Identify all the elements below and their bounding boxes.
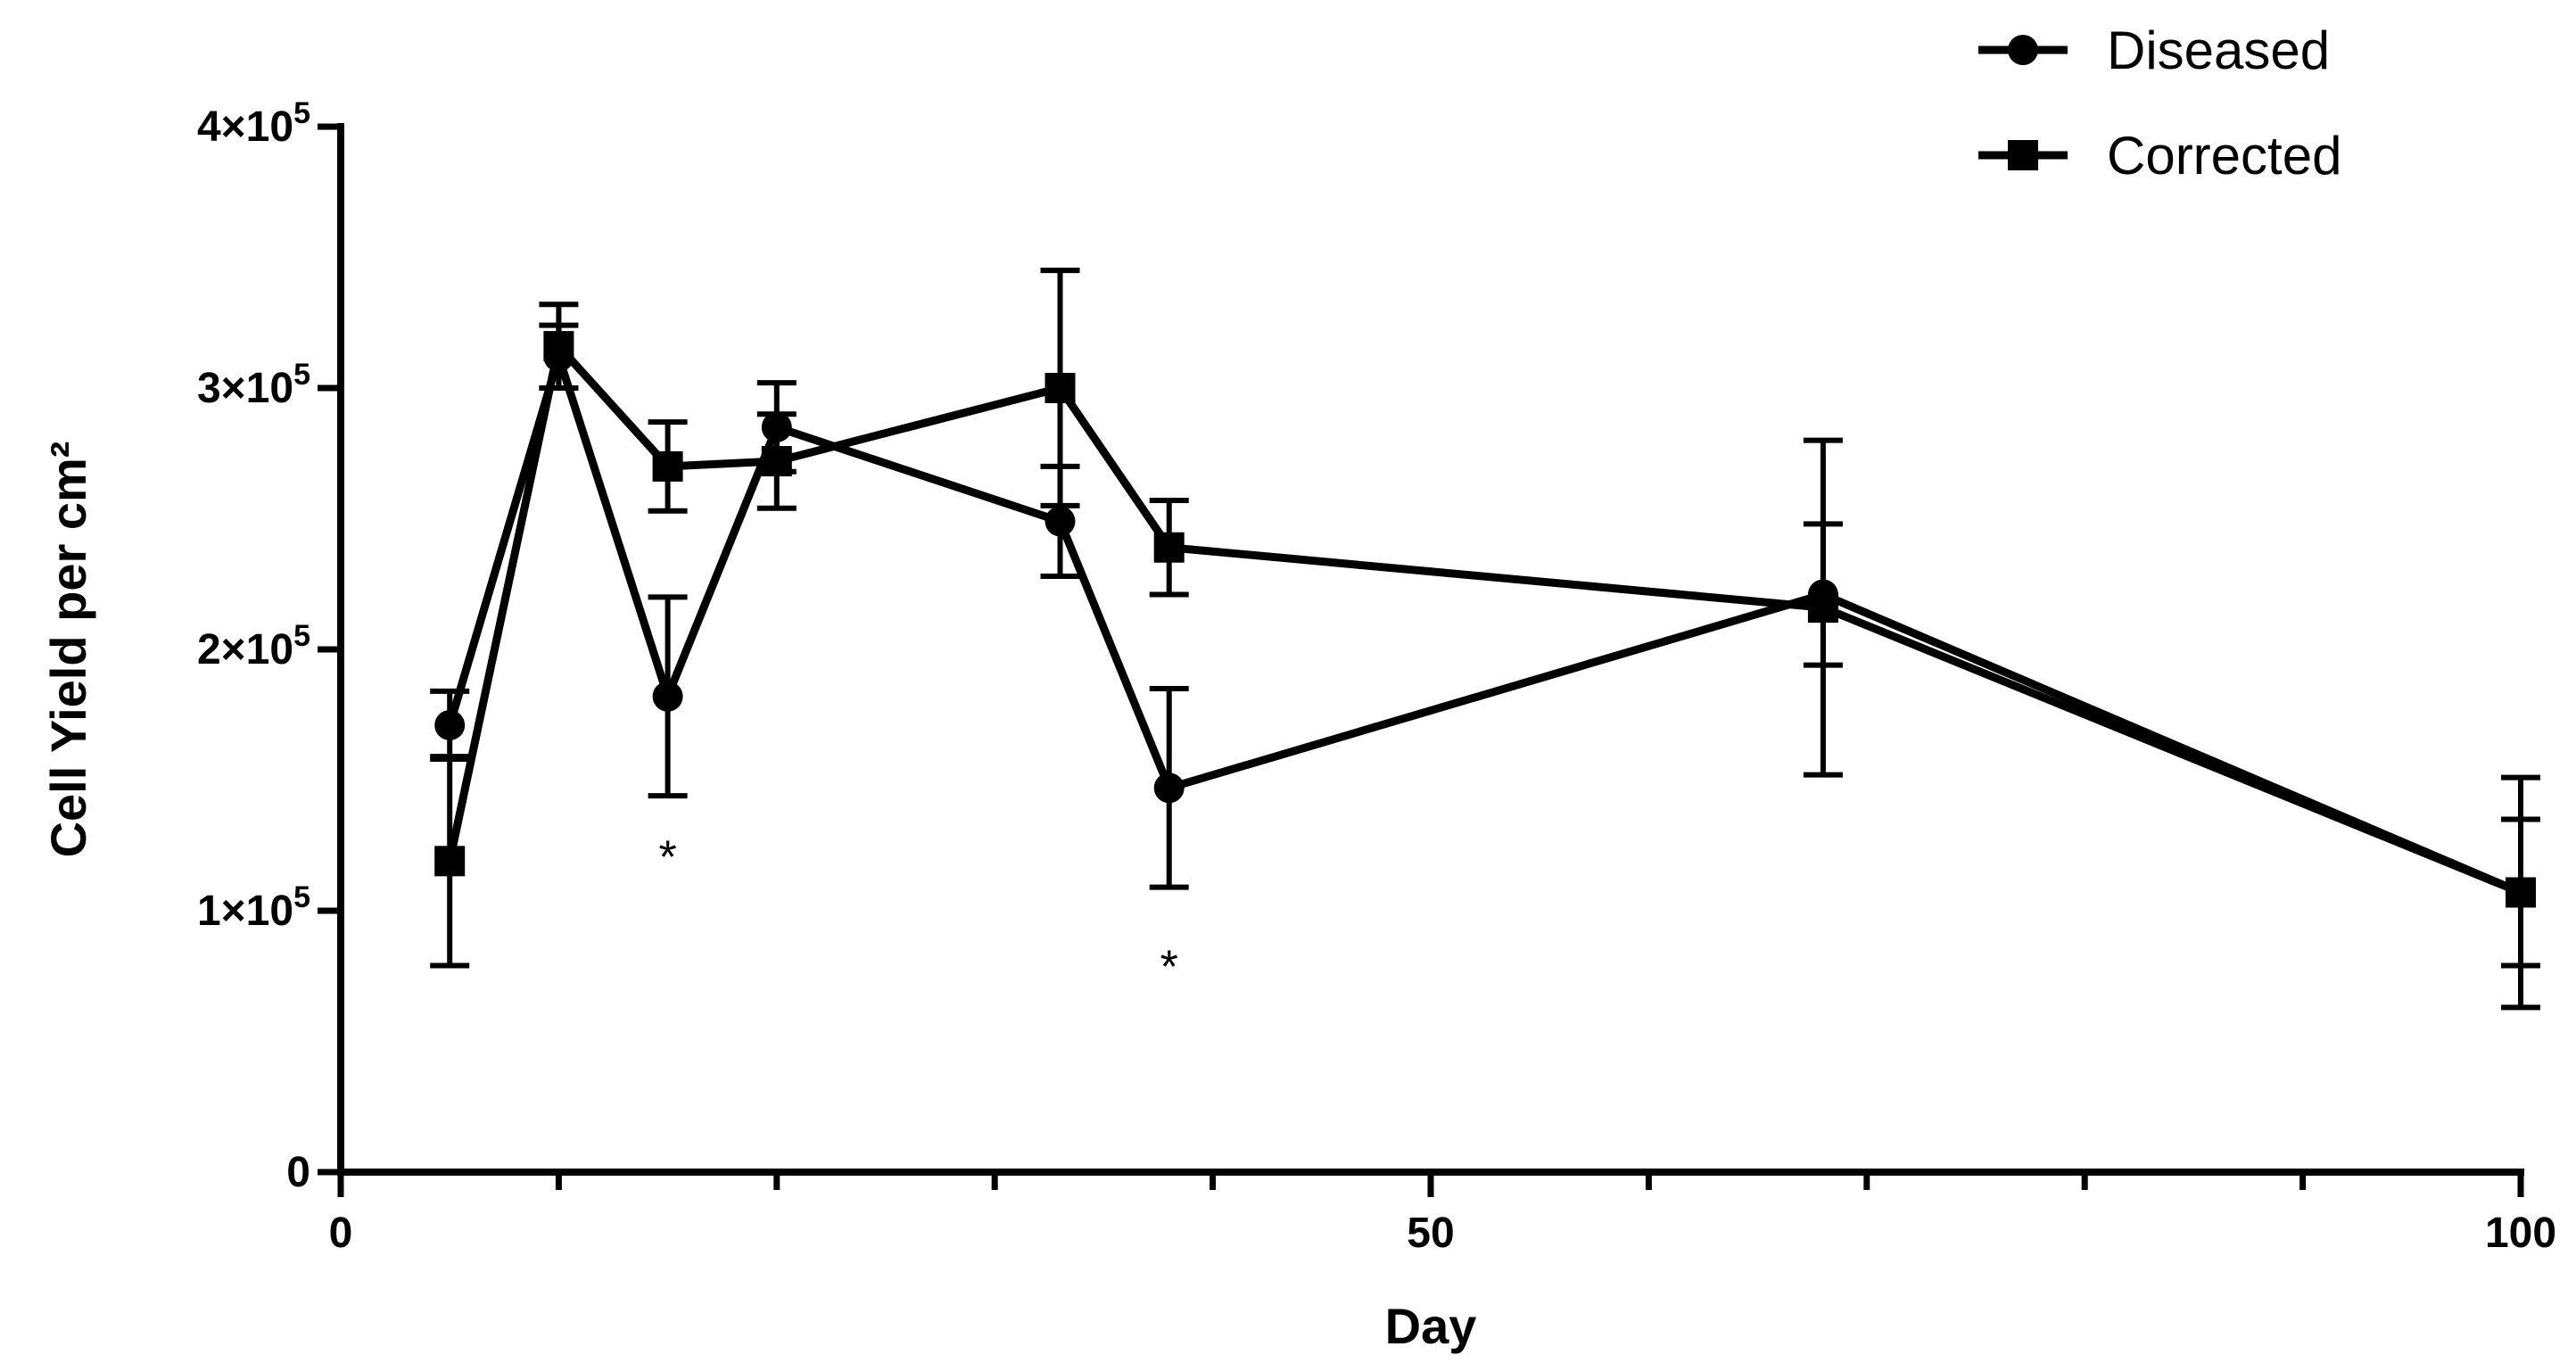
data-point bbox=[761, 446, 792, 477]
data-point bbox=[2506, 877, 2536, 908]
series-diseased bbox=[430, 322, 2540, 969]
legend-marker bbox=[2008, 35, 2038, 65]
x-tick-label: 100 bbox=[2485, 1210, 2556, 1257]
data-point bbox=[652, 450, 683, 482]
legend-item-diseased: Diseased bbox=[1978, 21, 2330, 80]
data-point bbox=[1044, 373, 1076, 403]
legend-label: Diseased bbox=[2107, 21, 2330, 80]
annotations: ** bbox=[658, 832, 1177, 994]
data-point bbox=[543, 331, 574, 362]
y-tick-label: 1×105 bbox=[197, 880, 310, 935]
significance-marker: * bbox=[1160, 942, 1178, 994]
legend-label: Corrected bbox=[2107, 126, 2341, 186]
y-axis-title: Cell Yield per cm² bbox=[40, 442, 96, 858]
x-tick-label: 50 bbox=[1407, 1210, 1454, 1257]
x-tick-label: 0 bbox=[329, 1210, 353, 1257]
y-tick-label: 0 bbox=[286, 1149, 310, 1196]
series-line bbox=[445, 342, 2522, 896]
series-corrected bbox=[430, 268, 2540, 1011]
data-point bbox=[1807, 592, 1838, 624]
data-point bbox=[1153, 532, 1185, 563]
x-axis-title: Day bbox=[1385, 1298, 1477, 1354]
legend-marker bbox=[2008, 140, 2038, 170]
data-point bbox=[652, 681, 683, 712]
significance-marker: * bbox=[658, 832, 676, 884]
legend: Diseased Corrected bbox=[1978, 21, 2341, 186]
y-tick-label: 2×105 bbox=[197, 619, 310, 673]
series-line bbox=[445, 352, 2522, 896]
y-tick-label: 4×105 bbox=[197, 96, 310, 151]
y-tick-label: 3×105 bbox=[197, 358, 310, 412]
plot-area bbox=[430, 268, 2540, 1011]
axes: 0 1×105 2×105 3×105 4×105 0 50 100 bbox=[197, 96, 2556, 1257]
data-point bbox=[434, 846, 466, 877]
data-point bbox=[434, 709, 466, 740]
legend-item-corrected: Corrected bbox=[1978, 126, 2341, 186]
data-point bbox=[1044, 506, 1076, 537]
data-point bbox=[1153, 772, 1185, 804]
